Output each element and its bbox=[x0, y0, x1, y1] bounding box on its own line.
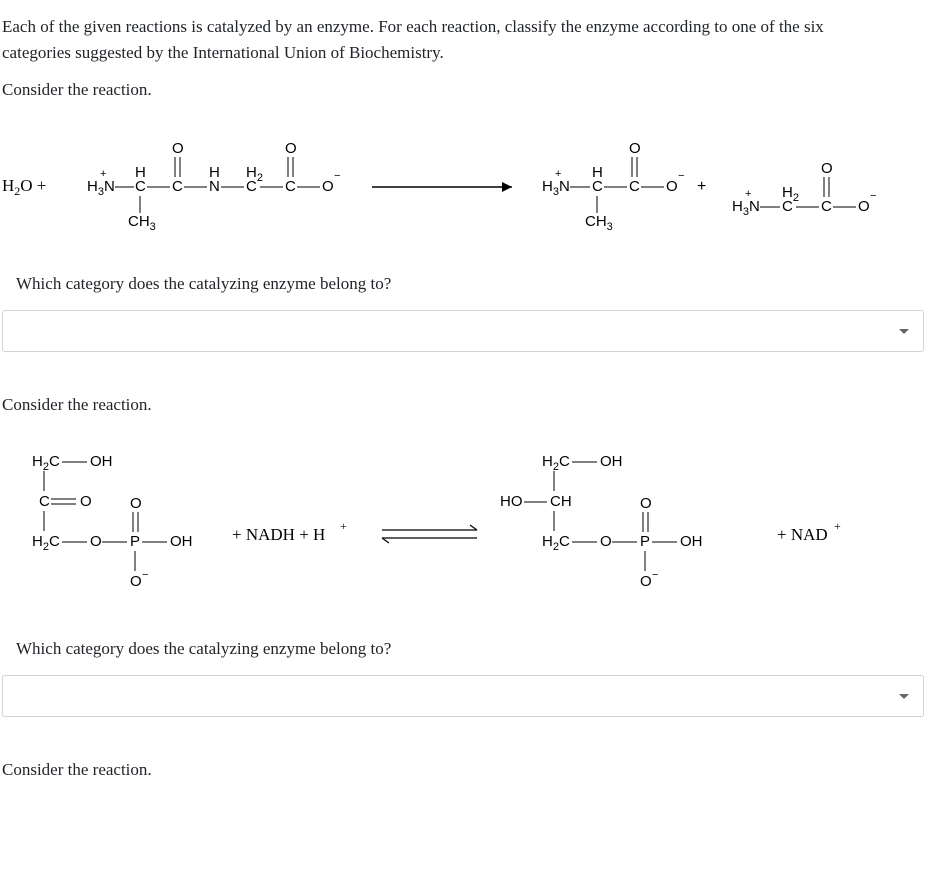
intro-line-1: Each of the given reactions is catalyzed… bbox=[2, 17, 824, 36]
svg-text:C: C bbox=[782, 198, 793, 215]
q1-lead: Consider the reaction. bbox=[2, 77, 924, 103]
svg-text:O: O bbox=[600, 533, 612, 550]
svg-text:H3N: H3N bbox=[542, 178, 570, 198]
svg-text:CH3: CH3 bbox=[585, 213, 613, 233]
svg-text:+: + bbox=[697, 178, 706, 195]
svg-text:H2C: H2C bbox=[542, 453, 570, 473]
svg-text:O: O bbox=[666, 178, 678, 195]
svg-text:O: O bbox=[640, 495, 652, 512]
q3-lead: Consider the reaction. bbox=[2, 757, 924, 783]
svg-text:CH3: CH3 bbox=[128, 213, 156, 233]
svg-text:OH: OH bbox=[170, 533, 193, 550]
reaction-2: H2C OH C O H2C O P O OH O − bbox=[2, 436, 924, 606]
svg-text:O: O bbox=[640, 573, 652, 590]
svg-text:P: P bbox=[640, 533, 650, 550]
q2-select[interactable] bbox=[2, 675, 924, 717]
svg-text:C: C bbox=[172, 178, 183, 195]
svg-text:+ NADH + H: + NADH + H bbox=[232, 525, 325, 544]
svg-text:+ NAD: + NAD bbox=[777, 525, 828, 544]
svg-text:C: C bbox=[592, 178, 603, 195]
svg-text:H2C: H2C bbox=[32, 453, 60, 473]
q2-lead: Consider the reaction. bbox=[2, 392, 924, 418]
intro-line-2: categories suggested by the Internationa… bbox=[2, 43, 444, 62]
svg-text:O: O bbox=[629, 140, 641, 157]
svg-text:O: O bbox=[858, 198, 870, 215]
svg-text:O: O bbox=[821, 160, 833, 177]
svg-text:N: N bbox=[209, 178, 220, 195]
q1-question: Which category does the catalyzing enzym… bbox=[2, 271, 924, 297]
svg-text:O: O bbox=[285, 140, 297, 157]
svg-text:C: C bbox=[285, 178, 296, 195]
svg-text:H3N: H3N bbox=[732, 198, 760, 218]
svg-text:+: + bbox=[555, 168, 561, 180]
svg-text:O: O bbox=[172, 140, 184, 157]
svg-text:−: − bbox=[652, 569, 658, 581]
svg-text:O: O bbox=[80, 493, 92, 510]
svg-text:O: O bbox=[322, 178, 334, 195]
svg-text:+: + bbox=[745, 188, 751, 200]
svg-text:−: − bbox=[334, 170, 340, 182]
svg-text:C: C bbox=[246, 178, 257, 195]
svg-text:P: P bbox=[130, 533, 140, 550]
svg-text:O: O bbox=[130, 573, 142, 590]
svg-text:C: C bbox=[39, 493, 50, 510]
svg-text:H2C: H2C bbox=[32, 533, 60, 553]
svg-text:+: + bbox=[834, 519, 841, 533]
svg-text:OH: OH bbox=[600, 453, 623, 470]
q2-question: Which category does the catalyzing enzym… bbox=[2, 636, 924, 662]
svg-text:−: − bbox=[142, 569, 148, 581]
svg-text:+: + bbox=[340, 519, 347, 533]
svg-text:C: C bbox=[135, 178, 146, 195]
svg-text:O: O bbox=[90, 533, 102, 550]
svg-text:CH: CH bbox=[550, 493, 572, 510]
svg-text:HO: HO bbox=[500, 493, 523, 510]
svg-text:H2C: H2C bbox=[542, 533, 570, 553]
svg-text:O: O bbox=[130, 495, 142, 512]
svg-text:C: C bbox=[629, 178, 640, 195]
svg-text:OH: OH bbox=[680, 533, 703, 550]
intro-text: Each of the given reactions is catalyzed… bbox=[2, 14, 924, 65]
chevron-down-icon bbox=[899, 329, 909, 334]
svg-text:+: + bbox=[100, 168, 106, 180]
svg-text:C: C bbox=[821, 198, 832, 215]
chevron-down-icon bbox=[899, 694, 909, 699]
svg-text:H3N: H3N bbox=[87, 178, 115, 198]
q1-select[interactable] bbox=[2, 310, 924, 352]
svg-text:OH: OH bbox=[90, 453, 113, 470]
svg-text:H2O +: H2O + bbox=[2, 176, 46, 198]
svg-text:−: − bbox=[678, 170, 684, 182]
svg-text:−: − bbox=[870, 190, 876, 202]
reaction-1: H2O + H3N + H C CH3 C O H N H2 C bbox=[2, 121, 924, 241]
